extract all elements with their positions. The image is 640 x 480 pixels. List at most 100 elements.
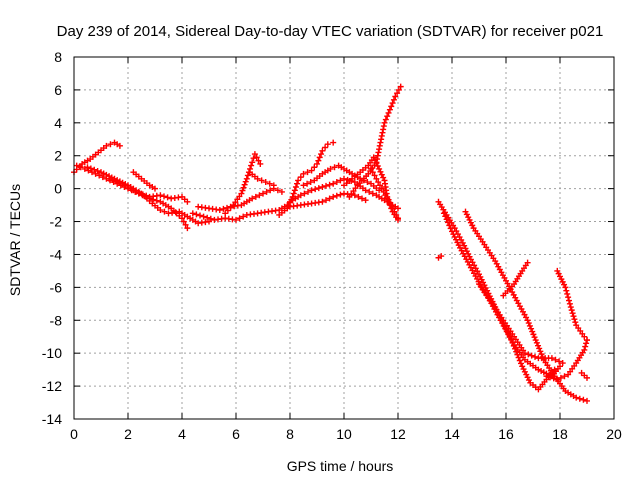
data-point xyxy=(297,192,304,199)
data-point xyxy=(532,353,539,360)
data-point xyxy=(521,350,528,357)
data-point xyxy=(573,394,580,401)
data-point xyxy=(576,395,583,402)
y-tick-label: 0 xyxy=(54,181,62,197)
data-point xyxy=(243,175,250,182)
data-point xyxy=(385,109,392,116)
data-point xyxy=(139,191,146,198)
data-point xyxy=(355,193,362,200)
data-point xyxy=(295,177,302,184)
data-point xyxy=(331,164,338,171)
data-point xyxy=(537,348,544,355)
data-point xyxy=(322,144,329,151)
data-point xyxy=(377,168,384,175)
data-point xyxy=(291,187,298,194)
data-point xyxy=(447,225,454,232)
data-point xyxy=(538,351,545,358)
data-point xyxy=(182,221,189,228)
data-point xyxy=(200,213,207,220)
data-point xyxy=(184,198,191,205)
data-point xyxy=(307,179,314,186)
data-point xyxy=(260,190,266,197)
data-point xyxy=(184,225,191,232)
data-point xyxy=(116,142,123,149)
data-point xyxy=(257,160,264,167)
data-point xyxy=(258,177,265,184)
data-point xyxy=(73,162,80,169)
data-point xyxy=(584,397,590,404)
x-tick-label: 14 xyxy=(444,426,460,442)
y-tick-label: -8 xyxy=(50,312,63,328)
data-point xyxy=(262,179,269,186)
y-tick-label: 8 xyxy=(54,49,62,65)
data-point xyxy=(266,180,273,187)
data-point xyxy=(548,355,555,362)
data-point xyxy=(550,375,557,382)
data-point xyxy=(327,165,334,172)
data-point xyxy=(233,216,239,223)
data-point xyxy=(397,83,404,90)
data-point xyxy=(559,360,566,367)
data-point xyxy=(157,192,164,199)
y-tick-label: 6 xyxy=(54,82,62,98)
x-tick-label: 20 xyxy=(606,426,622,442)
data-point xyxy=(330,193,337,200)
data-point xyxy=(444,219,451,226)
series-arc-24 xyxy=(578,369,590,381)
data-point xyxy=(290,190,297,197)
data-point xyxy=(193,211,200,218)
y-axis-label: SDTVAR / TECUs xyxy=(7,184,23,296)
data-point xyxy=(378,171,385,178)
x-tick-label: 18 xyxy=(552,426,568,442)
data-point xyxy=(220,205,227,212)
data-point xyxy=(366,188,373,195)
data-point xyxy=(311,164,318,171)
series-arc-17 xyxy=(435,198,563,380)
data-point xyxy=(394,90,401,97)
data-point xyxy=(438,253,445,260)
data-point xyxy=(557,363,563,370)
data-point xyxy=(378,185,385,192)
data-point xyxy=(384,113,391,120)
data-point xyxy=(316,154,323,161)
data-point xyxy=(563,287,570,294)
data-point xyxy=(318,151,325,158)
data-point xyxy=(531,334,538,341)
data-point xyxy=(543,373,550,380)
data-point xyxy=(274,187,281,194)
data-point xyxy=(584,374,590,381)
data-point xyxy=(116,179,123,186)
gridlines xyxy=(74,57,614,419)
data-point xyxy=(582,343,589,350)
data-point xyxy=(319,147,326,154)
data-point xyxy=(254,175,261,182)
data-point xyxy=(533,339,540,346)
data-point xyxy=(513,348,520,355)
data-point xyxy=(368,165,374,172)
data-point xyxy=(369,169,376,176)
data-point xyxy=(380,188,387,195)
data-point xyxy=(395,86,402,93)
data-point xyxy=(584,337,590,344)
y-tick-label: -2 xyxy=(50,214,63,230)
data-point xyxy=(249,159,256,166)
data-point xyxy=(315,185,322,192)
x-tick-label: 12 xyxy=(390,426,406,442)
data-point xyxy=(161,208,168,215)
data-point xyxy=(300,170,307,177)
data-point xyxy=(371,172,378,179)
data-point xyxy=(581,346,588,353)
data-point xyxy=(569,310,576,317)
data-point xyxy=(103,142,110,149)
data-point xyxy=(255,157,262,164)
data-point xyxy=(292,183,299,190)
x-tick-label: 2 xyxy=(124,426,132,442)
data-point xyxy=(204,214,211,221)
data-point xyxy=(571,316,578,323)
data-point xyxy=(570,313,577,320)
data-point xyxy=(562,284,569,291)
x-tick-label: 10 xyxy=(336,426,352,442)
series-arc-8 xyxy=(222,151,264,217)
